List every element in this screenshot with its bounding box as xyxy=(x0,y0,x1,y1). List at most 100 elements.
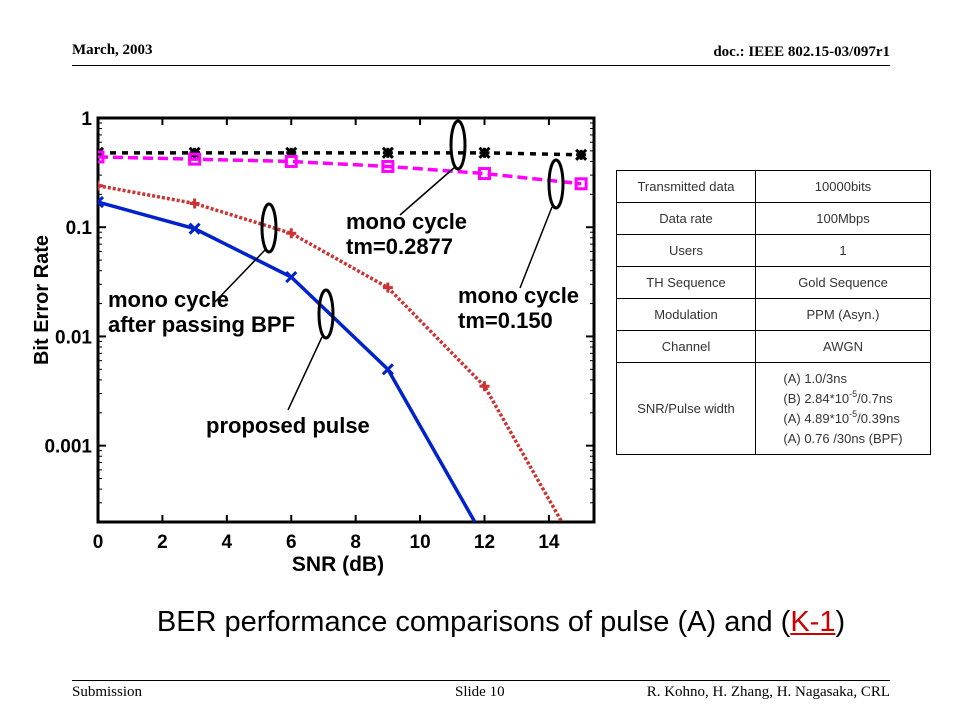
x-tick-label: 10 xyxy=(410,532,431,553)
series-2-marker xyxy=(382,282,393,293)
slide-caption: BER performance comparisons of pulse (A)… xyxy=(0,606,960,639)
annotation-label-line: tm=0.150 xyxy=(458,308,553,333)
series-2-marker xyxy=(286,228,297,239)
series-0-marker xyxy=(381,146,394,159)
annotation-ellipse xyxy=(449,119,467,171)
series-line-0 xyxy=(98,151,582,157)
annotation-label-3: proposed pulse xyxy=(206,413,370,438)
param-value: PPM (Asyn.) xyxy=(755,298,931,331)
plot-area xyxy=(96,116,596,524)
footer-divider xyxy=(72,680,890,681)
y-axis-label: Bit Error Rate xyxy=(31,235,53,365)
reference-link[interactable]: K-1 xyxy=(790,606,836,638)
param-row: Data rate 100Mbps xyxy=(616,202,931,235)
series-3-marker xyxy=(188,222,201,235)
axis-ticks: 0 2 4 6 8 10 12 14 1 0.1 0.01 0.001 xyxy=(44,109,594,553)
annotation-label-line: tm=0.2877 xyxy=(346,234,453,259)
annotation-shapes xyxy=(212,119,565,411)
param-label: Channel xyxy=(616,330,756,363)
pulse-width-line: (A) 0.76 /30ns (BPF) xyxy=(783,429,902,449)
annotation-label-2: mono cycle after passing BPF xyxy=(108,287,295,337)
pulse-width-pre: (A) 0.76 /30ns (BPF) xyxy=(783,430,903,446)
series-3-marker xyxy=(285,270,298,284)
series-1-marker xyxy=(188,152,202,166)
param-value: 1 xyxy=(755,234,931,267)
annotation-label-0: mono cycle tm=0.2877 xyxy=(346,209,467,259)
param-row: Users 1 xyxy=(616,234,931,267)
param-value: AWGN xyxy=(755,330,931,363)
pulse-width-pre: (B) 2.84*10 xyxy=(783,390,850,406)
annotation-label-line: proposed pulse xyxy=(206,413,370,438)
footer-authors: R. Kohno, H. Zhang, H. Nagasaka, CRL xyxy=(646,684,890,700)
param-label: Data rate xyxy=(616,202,756,235)
series-3-marker xyxy=(98,195,105,209)
x-tick-label: 8 xyxy=(350,532,361,553)
series-1-marker xyxy=(477,167,491,181)
param-value-pulses: (A) 1.0/3ns (B) 2.84*10-5/0.7ns (A) 4.89*1… xyxy=(755,362,931,455)
pulse-width-pre: (A) 4.89*10 xyxy=(783,410,850,426)
annotation-label-line: mono cycle xyxy=(108,287,229,312)
series-2-marker xyxy=(189,198,200,209)
annotation-ellipse xyxy=(317,288,335,340)
param-label: Transmitted data xyxy=(616,170,756,203)
x-tick-label: 2 xyxy=(157,532,168,553)
x-tick-label: 6 xyxy=(286,532,297,553)
series-line-2 xyxy=(98,183,564,522)
series-1-marker xyxy=(381,159,395,173)
series-1-marker xyxy=(284,154,298,168)
pulse-width-line: (A) 1.0/3ns xyxy=(783,369,902,389)
y-tick-label: 0.1 xyxy=(66,218,93,239)
pulse-width-line: (B) 2.84*10-5/0.7ns xyxy=(783,389,902,409)
param-label: Users xyxy=(616,234,756,267)
annotation-label-line: mono cycle xyxy=(458,283,579,308)
caption-text: BER performance comparisons of pulse (A)… xyxy=(156,606,791,638)
simulation-parameters-table: Transmitted data 10000bits Data rate 100Mbp… xyxy=(616,170,931,455)
x-tick-label: 0 xyxy=(93,532,104,553)
param-value: Gold Sequence xyxy=(755,266,931,299)
series-2-marker xyxy=(98,180,103,191)
y-tick-label: 0.001 xyxy=(44,437,92,458)
footer-slide-number: Slide 10 xyxy=(455,684,505,700)
annotation-pointer xyxy=(212,249,266,305)
y-tick-label: 1 xyxy=(81,109,92,130)
y-tick-label: 0.01 xyxy=(55,327,92,348)
x-tick-label: 4 xyxy=(222,532,233,553)
pulse-width-post: /0.7ns xyxy=(857,390,893,406)
annotation-ellipse xyxy=(547,158,565,210)
pulse-width-post: /0.39ns xyxy=(857,410,900,426)
annotation-label-line: after passing BPF xyxy=(108,312,295,337)
param-row: Modulation PPM (Asyn.) xyxy=(616,298,931,331)
param-label: TH Sequence xyxy=(616,266,756,299)
series-3-marker xyxy=(381,363,394,376)
annotation-label-1: mono cycle tm=0.150 xyxy=(458,283,579,333)
annotation-ellipse xyxy=(260,202,278,254)
x-tick-label: 12 xyxy=(474,532,495,553)
x-axis-label: SNR (dB) xyxy=(292,553,384,576)
param-label: Modulation xyxy=(616,298,756,331)
param-row: Transmitted data 10000bits xyxy=(616,170,931,203)
caption-end: ) xyxy=(835,606,846,638)
header-divider xyxy=(72,65,890,66)
header-date: March, 2003 xyxy=(72,42,153,58)
pulse-width-sup: -5 xyxy=(849,388,858,399)
series-0-marker xyxy=(478,146,491,159)
series-line-1 xyxy=(98,155,582,186)
series-0-marker xyxy=(575,148,588,161)
pulse-width-pre: (A) 1.0/3ns xyxy=(783,370,847,386)
annotation-pointer xyxy=(287,336,323,411)
annotation-pointer xyxy=(519,206,553,289)
pulse-width-line: (A) 4.89*10-5/0.39ns xyxy=(783,409,902,429)
series-1-marker xyxy=(574,177,588,191)
param-row: TH Sequence Gold Sequence xyxy=(616,266,931,299)
param-label: SNR/Pulse width xyxy=(616,362,756,455)
param-row: Channel AWGN xyxy=(616,330,931,363)
series-2-marker xyxy=(479,381,490,392)
param-value: 100Mbps xyxy=(755,202,931,235)
series-1-marker xyxy=(98,150,105,164)
param-row-pulse: SNR/Pulse width (A) 1.0/3ns (B) 2.84*10-5/… xyxy=(616,362,931,455)
header-doc-id: doc.: IEEE 802.15-03/097r1 xyxy=(713,44,890,60)
pulse-width-sup: -5 xyxy=(849,408,858,419)
footer-submission: Submission xyxy=(72,684,143,700)
